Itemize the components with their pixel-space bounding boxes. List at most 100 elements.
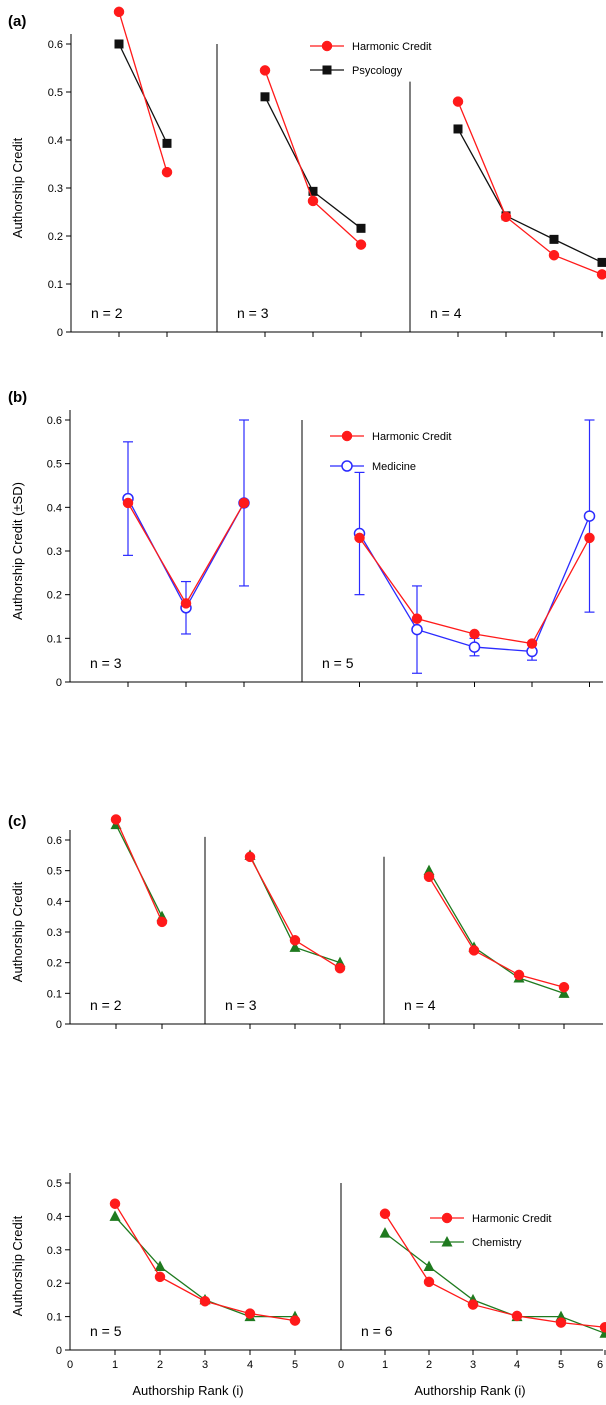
data-point-b-medicine (411, 623, 423, 636)
data-point-a-psychology (308, 186, 318, 196)
y-tick-label-a: 0.4 (48, 135, 63, 147)
data-point-a-psychology (597, 257, 606, 267)
y-tick-label-b: 0.3 (47, 546, 62, 558)
legend-marker-a-psychology (322, 65, 332, 75)
y-tick-label-c-top: 0.3 (47, 927, 62, 939)
y-tick-label-a: 0.5 (48, 87, 63, 99)
y-tick-label-c-top: 0.6 (47, 835, 62, 847)
data-point-c-bottom-harmonic (555, 1317, 567, 1328)
y-tick-label-a: 0.1 (48, 279, 63, 291)
series-line-c-top-harmonic (115, 819, 163, 923)
x-tick-label-right: 0 (338, 1359, 344, 1371)
y-tick-label-c-top: 0.2 (47, 958, 62, 970)
series-line-c-bottom-chemistry (384, 1232, 606, 1334)
y-tick-label-c-top: 0.1 (47, 988, 62, 1000)
y-tick-label-c-bottom: 0.5 (47, 1178, 62, 1190)
x-tick-label-left: 1 (112, 1359, 118, 1371)
data-point-c-top-harmonic (423, 871, 435, 883)
data-point-a-harmonic (161, 166, 173, 178)
data-point-c-bottom-harmonic (199, 1295, 211, 1307)
data-point-a-harmonic (113, 6, 125, 18)
data-point-c-top-harmonic (110, 814, 122, 825)
series-line-a-psychology (264, 96, 362, 229)
subplot-label-b: n = 5 (322, 655, 354, 671)
data-point-c-bottom-chemistry (109, 1210, 121, 1221)
legend-label-a-harmonic: Harmonic Credit (352, 41, 431, 53)
subplot-label-c-bottom: n = 6 (361, 1323, 393, 1339)
legend-marker-b-harmonic (341, 430, 353, 442)
data-point-a-psychology (453, 124, 463, 134)
x-tick-label-right: 3 (470, 1359, 476, 1371)
data-point-a-psychology (356, 223, 366, 233)
x-tick-label-left: 3 (202, 1359, 208, 1371)
y-tick-label-b: 0.5 (47, 459, 62, 471)
data-point-c-top-chemistry (558, 987, 570, 998)
x-tick-label-right: 2 (426, 1359, 432, 1371)
subplot-label-c-top: n = 4 (404, 997, 436, 1013)
data-point-c-bottom-chemistry (154, 1260, 166, 1271)
panel-label-a: (a) (8, 13, 26, 30)
legend-label-c-chemistry: Chemistry (472, 1237, 522, 1249)
data-point-a-harmonic (548, 249, 560, 261)
data-point-c-bottom-harmonic (467, 1299, 479, 1310)
data-point-c-top-harmonic (334, 962, 346, 974)
y-tick-label-b: 0.6 (47, 415, 62, 427)
data-point-c-bottom-chemistry (379, 1227, 391, 1238)
data-point-c-top-harmonic (244, 851, 256, 863)
series-line-c-bottom-harmonic (384, 1213, 606, 1328)
data-point-c-bottom-harmonic (379, 1208, 391, 1219)
data-point-b-harmonic (122, 497, 134, 509)
x-tick-label-left: 2 (157, 1359, 163, 1371)
legend-marker-c-chemistry (441, 1236, 453, 1247)
subplot-label-b: n = 3 (90, 655, 122, 671)
data-point-a-psychology (114, 39, 124, 49)
data-point-c-bottom-harmonic (244, 1308, 256, 1319)
data-point-b-harmonic (584, 532, 595, 544)
data-point-a-psychology (549, 234, 559, 244)
legend-label-a-psychology: Psycology (352, 65, 403, 77)
y-tick-label-a: 0.6 (48, 39, 63, 51)
y-tick-label-b: 0.1 (47, 633, 62, 645)
data-point-a-harmonic (500, 211, 512, 223)
series-line-c-top-chemistry (428, 870, 565, 994)
data-point-b-medicine (468, 641, 481, 653)
subplot-label-c-top: n = 2 (90, 997, 122, 1013)
y-tick-label-c-top: 0.4 (47, 896, 62, 908)
data-point-c-top-harmonic (289, 935, 301, 946)
x-axis-title-left: Authorship Rank (i) (132, 1383, 243, 1398)
y-axis-title-c-bottom: Authorship Credit (10, 1215, 25, 1316)
data-point-a-harmonic (596, 269, 606, 280)
data-point-b-harmonic (526, 638, 538, 649)
data-point-a-psychology (162, 138, 172, 148)
y-tick-label-b: 0.4 (47, 502, 62, 514)
legend-label-b-medicine: Medicine (372, 461, 416, 473)
y-tick-label-b: 0 (56, 677, 62, 689)
data-point-c-bottom-harmonic (423, 1276, 435, 1288)
y-tick-label-c-bottom: 0.4 (47, 1211, 62, 1223)
data-point-c-bottom-harmonic (154, 1271, 166, 1283)
y-tick-label-b: 0.2 (47, 590, 62, 602)
data-point-c-top-chemistry (289, 941, 301, 952)
y-tick-label-a: 0.3 (48, 183, 63, 195)
x-axis-title-right: Authorship Rank (i) (414, 1383, 525, 1398)
y-axis-title-a: Authorship Credit (10, 137, 25, 238)
data-point-a-psychology (260, 92, 270, 102)
data-point-c-bottom-harmonic (289, 1315, 301, 1326)
series-line-c-top-harmonic (428, 876, 565, 988)
series-line-a-harmonic (457, 101, 603, 276)
data-point-c-bottom-harmonic (511, 1310, 523, 1322)
y-tick-label-c-bottom: 0 (56, 1345, 62, 1357)
subplot-label-a: n = 3 (237, 305, 269, 321)
data-point-a-harmonic (452, 96, 464, 107)
legend-marker-a-harmonic (321, 40, 333, 52)
data-point-c-bottom-chemistry (423, 1260, 435, 1271)
data-point-b-harmonic (411, 613, 423, 624)
y-tick-label-c-bottom: 0.2 (47, 1278, 62, 1290)
y-tick-label-a: 0.2 (48, 231, 63, 243)
y-tick-label-c-top: 0.5 (47, 866, 62, 878)
legend-marker-c-harmonic (441, 1212, 453, 1224)
data-point-b-harmonic (180, 598, 192, 609)
x-tick-label-right: 5 (558, 1359, 564, 1371)
panel-label-b: (b) (8, 389, 27, 406)
